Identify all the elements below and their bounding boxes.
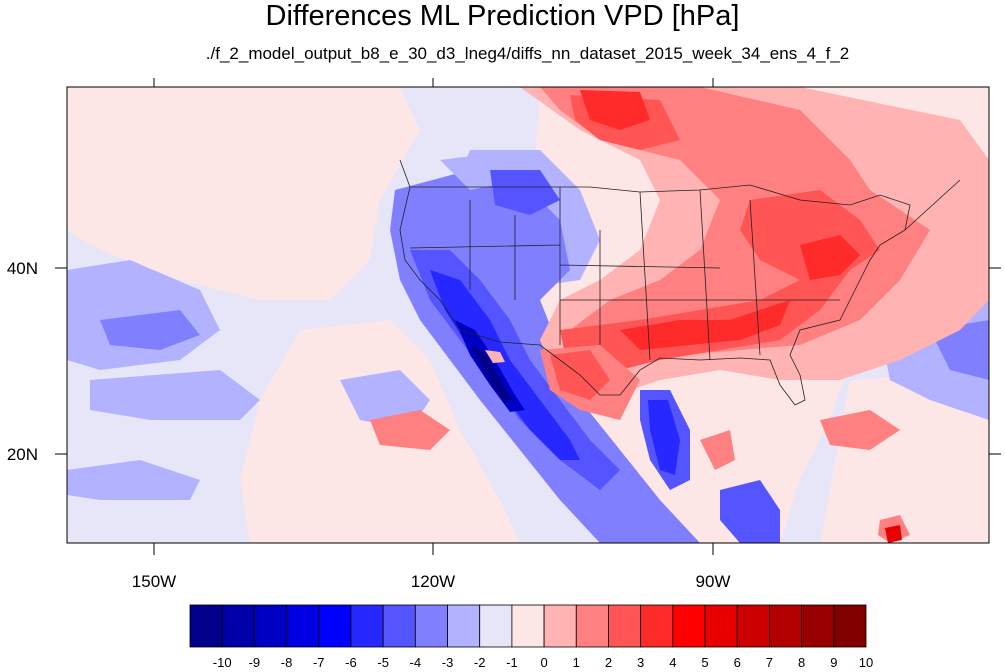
colorbar-label: 7 — [766, 655, 773, 670]
colorbar-swatch — [221, 604, 255, 648]
x-tick-label: 90W — [696, 572, 731, 591]
colorbar-label: 3 — [637, 655, 644, 670]
colorbar-swatch — [286, 604, 320, 648]
colorbar-label: -7 — [313, 655, 325, 670]
colorbar-swatch — [801, 604, 835, 648]
y-tick-label: 20N — [7, 445, 38, 464]
colorbar-label: 0 — [540, 655, 547, 670]
map-title: Differences ML Prediction VPD [hPa] — [265, 0, 740, 32]
colorbar-label: -9 — [249, 655, 261, 670]
colorbar-swatch — [253, 604, 287, 648]
colorbar-label: -8 — [281, 655, 293, 670]
colorbar-swatch — [608, 604, 642, 648]
colorbar-swatch — [447, 604, 481, 648]
colorbar-label: -5 — [377, 655, 389, 670]
plot-frame — [66, 86, 990, 544]
colorbar-swatch — [575, 604, 609, 648]
colorbar-swatch — [414, 604, 448, 648]
colorbar-label: -2 — [474, 655, 486, 670]
data-field — [67, 87, 989, 543]
y-tick-label: 40N — [7, 259, 38, 278]
axis-labels: 150W 120W 90W 40N 20N — [7, 259, 731, 591]
colorbar-swatch — [833, 604, 867, 648]
colorbar-swatch — [382, 604, 416, 648]
colorbar-label: 8 — [798, 655, 805, 670]
axis-ticks — [55, 78, 1001, 555]
colorbar-swatch — [769, 604, 803, 648]
map-subtitle: ./f_2_model_output_b8_e_30_d3_lneg4/diff… — [205, 44, 850, 63]
colorbar-label: 5 — [701, 655, 708, 670]
colorbar-label: 10 — [859, 655, 873, 670]
colorbar-swatch — [511, 604, 545, 648]
colorbar-label: 9 — [830, 655, 837, 670]
colorbar-label: -4 — [410, 655, 422, 670]
colorbar-label: 4 — [669, 655, 676, 670]
colorbar-swatch — [318, 604, 352, 648]
colorbar-label: 6 — [734, 655, 741, 670]
colorbar-label: 2 — [605, 655, 612, 670]
coastlines-and-borders — [399, 159, 961, 406]
colorbar-label: -3 — [442, 655, 454, 670]
colorbar-swatch — [640, 604, 674, 648]
colorbar-label: 1 — [573, 655, 580, 670]
colorbar-swatch — [704, 604, 738, 648]
colorbar-label: -6 — [345, 655, 357, 670]
colorbar-label: -1 — [506, 655, 518, 670]
colorbar-swatch — [543, 604, 577, 648]
x-tick-label: 120W — [411, 572, 455, 591]
colorbar-swatch — [189, 604, 223, 648]
positive-warm-regions — [370, 87, 989, 543]
colorbar-swatch — [672, 604, 706, 648]
colorbar-swatch — [350, 604, 384, 648]
x-tick-label: 150W — [132, 572, 176, 591]
colorbar-label: -10 — [213, 655, 232, 670]
colorbar-swatch — [736, 604, 770, 648]
colorbar: -10 -9 -8 -7 -6 -5 -4 -3 -2 -1 0 1 2 3 4 5 6 7 8 9 10 — [189, 604, 873, 670]
colorbar-swatch — [479, 604, 513, 648]
